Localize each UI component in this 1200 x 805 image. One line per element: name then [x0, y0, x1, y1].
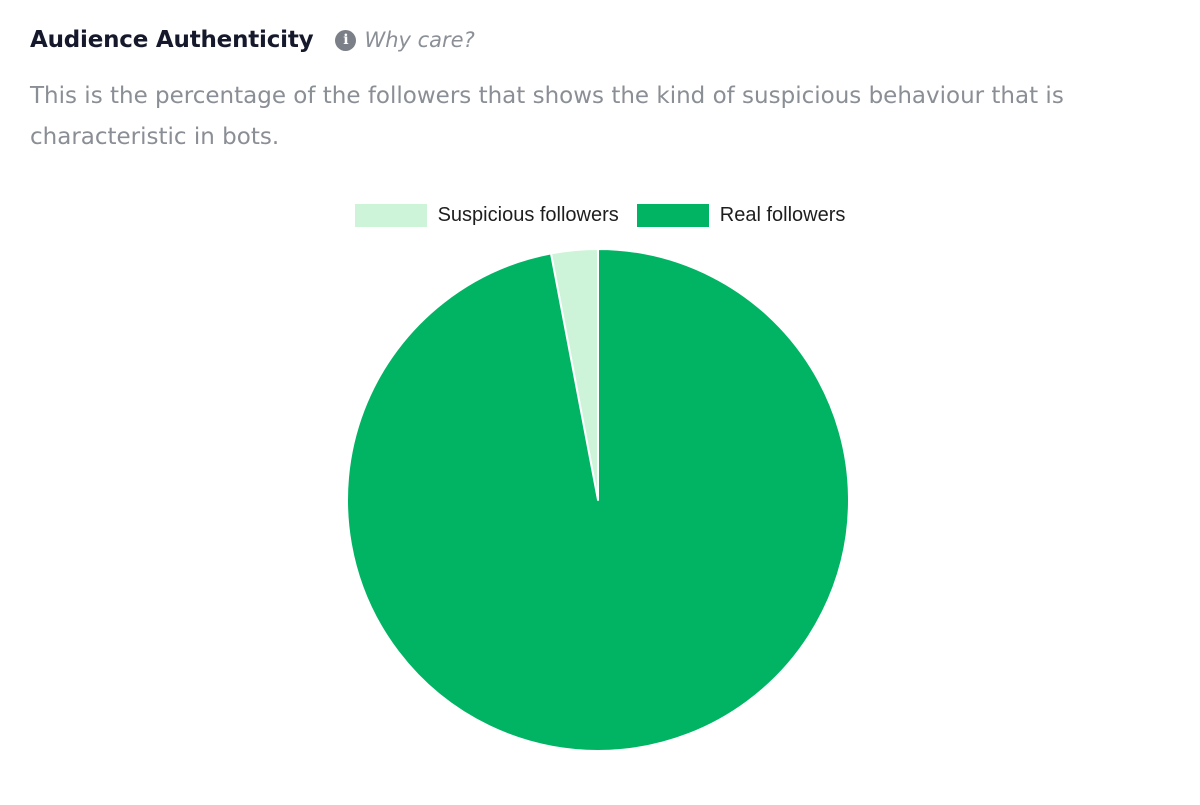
legend-item-real[interactable]: Real followers [636, 204, 846, 227]
legend-swatch-suspicious [354, 204, 427, 227]
info-circle-icon: i [335, 29, 357, 51]
legend-label-suspicious: Suspicious followers [437, 204, 619, 226]
section-header: Audience Authenticity i Why care? [30, 22, 475, 58]
legend-swatch-real [636, 204, 709, 227]
section-title: Audience Authenticity [30, 27, 314, 53]
chart-legend: Suspicious followers Real followers [0, 204, 1200, 227]
why-care-label: Why care? [364, 28, 475, 52]
why-care-link[interactable]: i Why care? [335, 28, 475, 52]
legend-label-real: Real followers [719, 204, 846, 226]
pie-slice-real[interactable] [346, 248, 850, 752]
section-description: This is the percentage of the followers … [30, 83, 1064, 150]
legend-item-suspicious[interactable]: Suspicious followers [354, 204, 619, 227]
